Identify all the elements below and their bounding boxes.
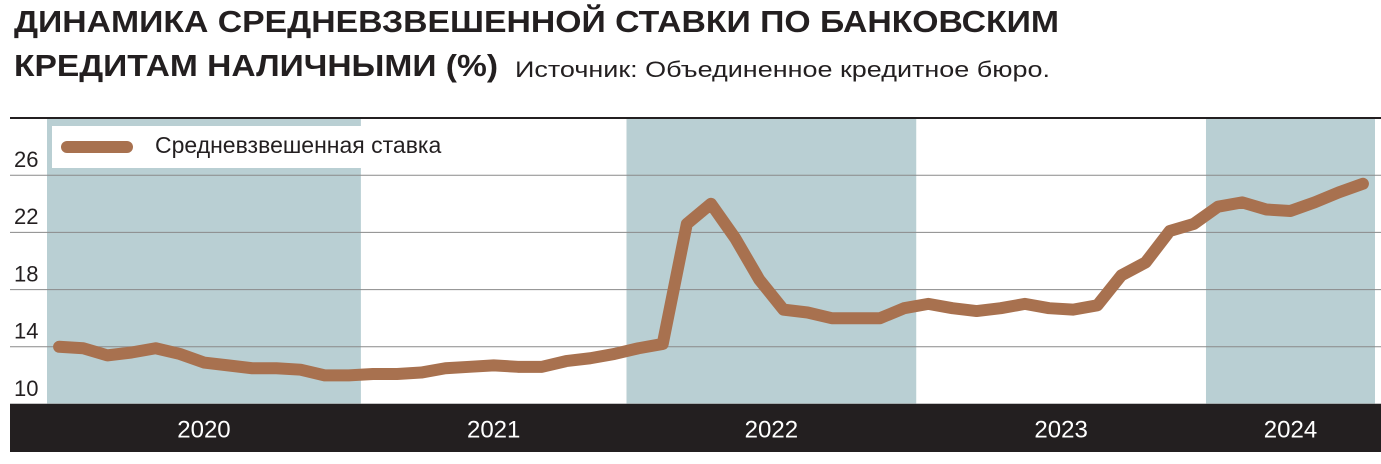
x-tick-label: 2021 — [467, 416, 520, 443]
x-tick-label: 2022 — [745, 416, 798, 443]
chart-title: КРЕДИТАМ НАЛИЧНЫМИ (%) — [14, 48, 498, 83]
y-tick-label: 10 — [14, 376, 38, 401]
year-band — [1205, 118, 1375, 404]
x-tick-label: 2024 — [1264, 416, 1317, 443]
y-tick-label: 22 — [14, 204, 38, 229]
y-tick-label: 18 — [14, 261, 38, 286]
year-band — [626, 118, 917, 404]
y-tick-label: 26 — [14, 147, 38, 172]
x-tick-label: 2023 — [1034, 416, 1087, 443]
legend-label: Средневзвешенная ставка — [155, 132, 441, 158]
x-tick-label: 2020 — [177, 416, 230, 443]
chart-title: ДИНАМИКА СРЕДНЕВЗВЕШЕННОЙ СТАВКИ ПО БАНК… — [14, 3, 1059, 39]
y-tick-label: 14 — [14, 319, 38, 344]
x-axis-bar — [10, 404, 1381, 452]
series-line — [53, 177, 1369, 382]
source: Источник: Объединенное кредитное бюро. — [515, 57, 1050, 82]
